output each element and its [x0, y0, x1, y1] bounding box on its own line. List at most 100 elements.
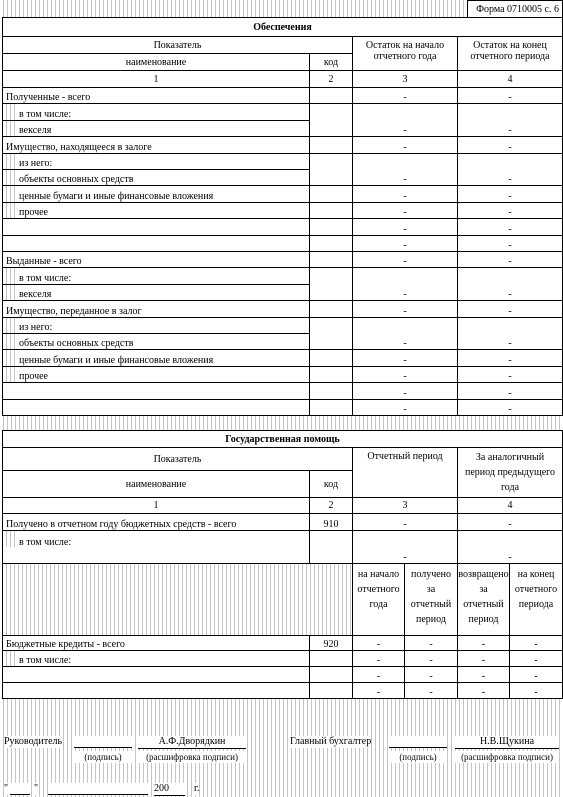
row-code: [309, 365, 353, 384]
row-name: прочее: [2, 365, 310, 384]
column-number-text: 1: [153, 73, 159, 85]
row-start-text: -: [403, 289, 407, 301]
column-number: 3: [352, 497, 458, 514]
row-code: [309, 185, 353, 203]
date-year-suffix: г.: [194, 783, 200, 795]
row-value: -: [404, 650, 458, 667]
row-name: ценные бумаги и иные финансовые вложения: [2, 185, 310, 203]
row-start-text: -: [403, 256, 407, 268]
row-value-text: -: [534, 655, 538, 666]
row-value-text: -: [376, 639, 381, 650]
row-code: [309, 316, 353, 334]
row-value-text: -: [376, 687, 381, 698]
row-end-text: -: [508, 387, 512, 399]
row-period-text: -: [403, 552, 407, 563]
row-name-text: из него:: [19, 157, 53, 169]
row-end-text: -: [508, 141, 512, 153]
row-start-text: -: [403, 125, 407, 137]
row-name: объекты основных средств: [2, 169, 310, 187]
row-end: -: [457, 87, 563, 105]
row-name-text: Выданные - всего: [6, 256, 82, 268]
row-name: [2, 666, 310, 683]
column-number-text: 2: [328, 500, 334, 511]
column-number-text: 2: [328, 73, 334, 85]
header-name-text: наименование: [125, 478, 187, 490]
head-sign: (подпись): [74, 751, 132, 763]
section-title: Обеспечения: [2, 17, 563, 37]
row-previous: -: [457, 547, 563, 564]
row-start-text: -: [403, 338, 407, 350]
row-previous-text: -: [508, 519, 512, 530]
row-start-text: -: [403, 223, 407, 235]
row-name: [2, 547, 310, 564]
header-previous: За аналогичный период предыдущего года: [457, 447, 563, 498]
row-value: -: [509, 682, 563, 699]
row-end-text: -: [508, 190, 512, 202]
row-start-text: -: [403, 371, 407, 383]
row-start: -: [352, 218, 458, 236]
row-end: -: [457, 218, 563, 236]
header-name: наименование: [2, 53, 310, 71]
row-value-text: -: [534, 639, 538, 650]
row-name: в том числе:: [2, 650, 310, 667]
row-period: [352, 530, 458, 548]
subheader: на конец отчетного периода: [509, 563, 563, 636]
column-number: 3: [352, 70, 458, 88]
header-end-text: Остаток на конец отчетного периода: [470, 40, 550, 62]
row-start-text: -: [403, 141, 407, 153]
row-code: [309, 87, 353, 105]
row-name-text: векселя: [19, 289, 52, 301]
row-name: ценные бумаги и иные финансовые вложения: [2, 349, 310, 367]
form-label-text: Форма 0710005 с. 6: [476, 3, 559, 15]
column-number-text: 3: [402, 73, 408, 85]
row-period: -: [352, 547, 458, 564]
row-value: -: [509, 666, 563, 683]
row-code: [309, 666, 353, 683]
row-name: [2, 398, 310, 416]
row-name: объекты основных средств: [2, 333, 310, 351]
column-number-text: 3: [402, 500, 408, 511]
subheader-text: на конец отчетного периода: [514, 569, 558, 610]
row-end: -: [457, 201, 563, 220]
row-end: [457, 152, 563, 170]
row-start: -: [352, 300, 458, 318]
subheader: получено за отчетный период: [404, 563, 458, 636]
row-name: в том числе:: [2, 530, 310, 548]
subheader-text: получено за отчетный период: [410, 569, 452, 625]
row-value-text: -: [429, 639, 433, 650]
header-code: код: [309, 470, 353, 498]
row-code: [309, 136, 353, 154]
row-end: -: [457, 169, 563, 187]
row-start: [352, 103, 458, 121]
header-indicator: Показатель: [2, 447, 353, 471]
row-name-text: Имущество, находящееся в залоге: [6, 141, 152, 153]
row-value-text: -: [376, 655, 381, 666]
row-code: 910: [309, 513, 353, 531]
column-number-text: 1: [153, 500, 159, 511]
signature-line: [389, 736, 447, 748]
row-code: [309, 267, 353, 285]
chief-label: Главный бухгалтер: [290, 736, 372, 748]
row-end: -: [457, 119, 563, 138]
row-start: -: [352, 169, 458, 187]
row-start: [352, 316, 458, 334]
date-quote-close: ": [34, 783, 39, 795]
row-end: -: [457, 333, 563, 351]
row-end: -: [457, 251, 563, 269]
row-value: -: [352, 666, 405, 683]
subheader-text: на начало отчетного года: [357, 569, 400, 610]
row-name: в том числе:: [2, 267, 310, 285]
row-name-text: Получено в отчетном году бюджетных средс…: [6, 519, 237, 530]
row-code: [309, 169, 353, 187]
row-code: [309, 251, 353, 269]
row-start: -: [352, 349, 458, 367]
row-end: -: [457, 185, 563, 203]
row-value: -: [352, 682, 405, 699]
row-name-text: объекты основных средств: [19, 338, 134, 350]
row-name-text: ценные бумаги и иные финансовые вложения: [19, 354, 214, 366]
row-value: -: [509, 635, 563, 651]
row-start-text: -: [403, 239, 407, 251]
row-start-text: -: [403, 174, 407, 186]
row-end: -: [457, 382, 563, 400]
